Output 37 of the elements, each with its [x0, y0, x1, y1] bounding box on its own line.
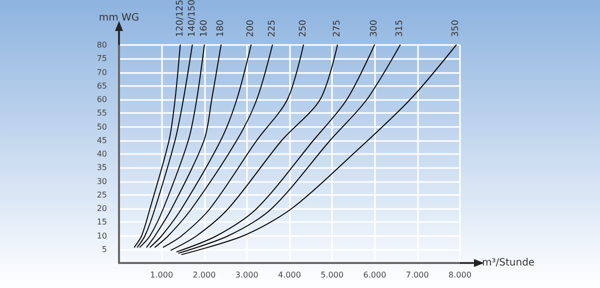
text: 275	[332, 20, 342, 37]
text: 300	[369, 20, 380, 37]
x-tick-label: 6.000	[363, 270, 386, 280]
text: 160	[199, 20, 210, 37]
x-tick-label: 4.000	[278, 270, 301, 280]
y-tick-label: 55	[96, 108, 107, 118]
y-tick-label: 20	[96, 204, 107, 213]
text: 140/150	[187, 0, 198, 37]
x-tick-label: 3.000	[235, 270, 258, 280]
y-tick-label: 65	[96, 81, 107, 90]
y-tick-label: 45	[96, 136, 107, 145]
y-tick-label: 80	[96, 40, 107, 50]
y-tick-label: 15	[96, 218, 107, 227]
y-axis-title: mm WG	[98, 12, 140, 24]
y-tick-label: 5	[102, 244, 107, 254]
x-tick-label: 7.000	[406, 270, 429, 280]
y-tick-label: 10	[96, 231, 107, 240]
x-tick-label: 8.000	[448, 270, 472, 280]
text: 350	[451, 20, 462, 37]
x-tick-label: 5.000	[320, 270, 344, 280]
y-tick-label: 70	[96, 68, 107, 77]
x-tick-label: 2.000	[192, 270, 216, 280]
y-tick-label: 50	[96, 122, 107, 132]
y-tick-label: 75	[96, 54, 107, 64]
text: 200	[246, 20, 256, 37]
y-tick-label: 60	[96, 95, 107, 104]
text: 180	[216, 20, 226, 37]
y-tick-label: 35	[96, 163, 107, 172]
y-tick-label: 40	[96, 150, 107, 158]
y-tick-label: 30	[96, 176, 107, 186]
text: 315	[395, 20, 406, 37]
x-axis-title: m³/Stunde	[482, 258, 535, 268]
text: 225	[267, 20, 278, 37]
y-tick-label: 25	[96, 190, 107, 200]
x-tick-label: 1.000	[150, 270, 174, 280]
text: 250	[298, 20, 308, 37]
text: 120/125	[175, 0, 186, 37]
